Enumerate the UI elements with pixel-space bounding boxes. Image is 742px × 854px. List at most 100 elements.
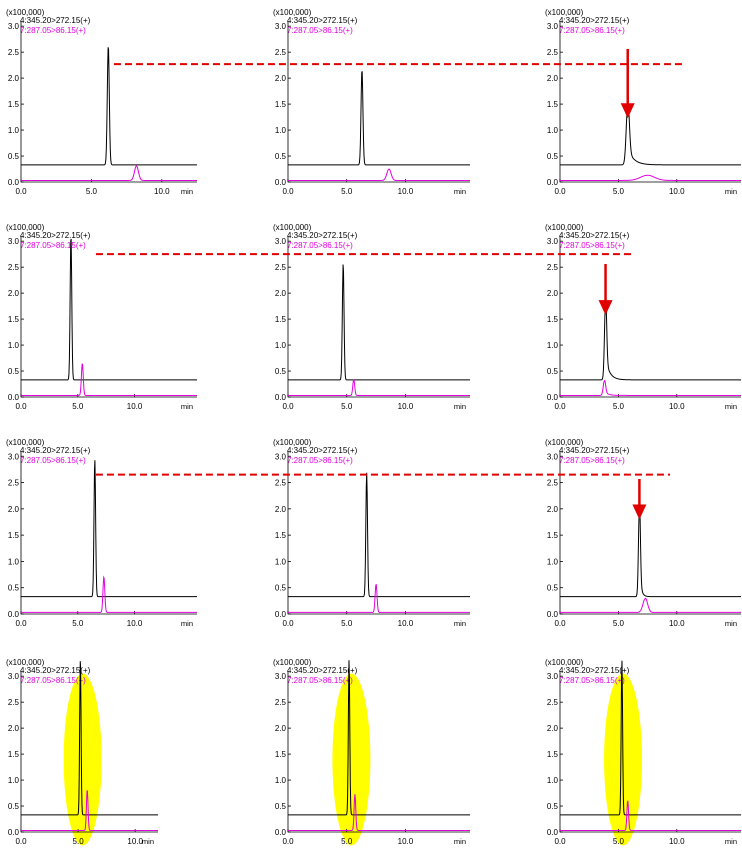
y-tick-label: 0.5	[547, 152, 559, 161]
y-tick-label: 1.0	[275, 341, 287, 350]
y-tick-label: 3.0	[547, 237, 559, 246]
legend-trace-1: 4:345.20>272.15(+)	[559, 16, 630, 25]
panel-r3c3: 0.0 0.5 1.0 1.5 2.0 2.5 3.0 0.0 5.0 10.0 min (x100,…	[545, 438, 741, 628]
y-tick-label: 3.0	[8, 22, 20, 31]
y-tick-label: 2.5	[547, 698, 559, 707]
panel-r4c2: 0.0 0.5 1.0 1.5 2.0 2.5 3.0 0.0 5.0 10.0 min (x100,…	[273, 658, 470, 846]
y-tick-label: 0.5	[275, 152, 287, 161]
x-tick-label: 10.0	[669, 837, 685, 846]
y-tick-label: 0.0	[547, 178, 559, 187]
y-tick-label: 0.5	[8, 584, 20, 593]
x-unit-label: min	[454, 837, 466, 846]
y-tick-label: 1.0	[547, 557, 559, 566]
y-scale-label: (x100,000)	[273, 223, 312, 232]
trace-line	[288, 379, 470, 396]
x-tick-label: 0.0	[282, 402, 294, 411]
legend-trace-1: 4:345.20>272.15(+)	[287, 16, 358, 25]
trace-line	[560, 597, 741, 613]
trace-line	[288, 168, 470, 181]
legend-trace-2: 7:287.05>86.15(+)	[559, 26, 625, 35]
x-tick-label: 0.0	[15, 402, 27, 411]
legend-trace-2: 7:287.05>86.15(+)	[20, 241, 86, 250]
y-tick-label: 2.0	[547, 505, 559, 514]
trace-line	[560, 299, 741, 381]
y-tick-label: 0.0	[8, 610, 20, 619]
legend-trace-2: 7:287.05>86.15(+)	[20, 26, 86, 35]
x-tick-label: 5.0	[72, 619, 84, 628]
x-tick-label: 10.0	[669, 187, 685, 196]
y-tick-label: 1.0	[8, 557, 20, 566]
x-tick-label: 5.0	[341, 402, 353, 411]
y-tick-label: 1.5	[8, 531, 20, 540]
x-unit-label: min	[725, 402, 737, 411]
y-tick-label: 2.5	[547, 479, 559, 488]
y-tick-label: 1.0	[275, 776, 287, 785]
trace-line	[21, 47, 197, 166]
x-tick-label: 5.0	[613, 402, 625, 411]
trace-line	[560, 102, 741, 166]
x-tick-label: 5.0	[341, 837, 353, 846]
y-tick-label: 3.0	[275, 237, 287, 246]
x-unit-label: min	[725, 837, 737, 846]
x-unit-label: min	[181, 402, 193, 411]
plot-axes	[287, 671, 470, 833]
y-tick-label: 2.0	[275, 724, 287, 733]
y-tick-label: 1.5	[547, 315, 559, 324]
y-tick-label: 3.0	[275, 452, 287, 461]
y-tick-label: 0.0	[275, 393, 287, 402]
highlight-ellipse	[332, 673, 371, 846]
arrow-head	[620, 103, 635, 119]
plot-axes	[287, 236, 470, 398]
legend-trace-2: 7:287.05>86.15(+)	[287, 241, 353, 250]
y-tick-label: 1.5	[547, 750, 559, 759]
panel-r2c3: 0.0 0.5 1.0 1.5 2.0 2.5 3.0 0.0 5.0 10.0 min (x100,…	[545, 223, 741, 411]
panel-r2c2: 0.0 0.5 1.0 1.5 2.0 2.5 3.0 0.0 5.0 10.0 min (x100,…	[273, 223, 470, 411]
y-scale-label: (x100,000)	[545, 438, 584, 447]
y-tick-label: 2.0	[275, 74, 287, 83]
legend-trace-1: 4:345.20>272.15(+)	[20, 666, 91, 675]
x-tick-label: 0.0	[554, 187, 566, 196]
y-tick-label: 0.5	[275, 584, 287, 593]
trace-line	[560, 503, 741, 598]
x-tick-label: 10.0	[127, 837, 143, 846]
plot-axes	[559, 236, 741, 398]
arrow-head	[632, 504, 647, 520]
y-tick-label: 2.0	[547, 74, 559, 83]
y-tick-label: 0.0	[275, 828, 287, 837]
y-tick-label: 2.0	[8, 74, 20, 83]
legend-trace-1: 4:345.20>272.15(+)	[559, 666, 630, 675]
panel-r1c2: 0.0 0.5 1.0 1.5 2.0 2.5 3.0 0.0 5.0 10.0 min (x100,…	[273, 8, 470, 196]
x-tick-label: 10.0	[398, 619, 414, 628]
y-tick-label: 1.5	[8, 100, 20, 109]
y-scale-label: (x100,000)	[6, 658, 45, 667]
legend-trace-2: 7:287.05>86.15(+)	[287, 456, 353, 465]
x-unit-label: min	[454, 187, 466, 196]
y-tick-label: 3.0	[275, 672, 287, 681]
y-tick-label: 0.5	[8, 152, 20, 161]
trace-line	[560, 660, 741, 816]
y-tick-label: 2.5	[8, 479, 20, 488]
legend-trace-1: 4:345.20>272.15(+)	[20, 231, 91, 240]
y-tick-label: 0.0	[547, 610, 559, 619]
panel-r1c1: 0.0 0.5 1.0 1.5 2.0 2.5 3.0 0.0 5.0 10.0 min (x100,…	[6, 8, 197, 196]
legend-trace-1: 4:345.20>272.15(+)	[20, 16, 91, 25]
y-tick-label: 1.5	[275, 531, 287, 540]
x-tick-label: 5.0	[341, 187, 353, 196]
legend-trace-2: 7:287.05>86.15(+)	[20, 676, 86, 685]
y-tick-label: 1.0	[8, 776, 20, 785]
y-tick-label: 1.5	[275, 100, 287, 109]
trace-line	[288, 264, 470, 381]
trace-line	[288, 660, 470, 816]
x-unit-label: min	[181, 619, 193, 628]
trace-line	[560, 379, 741, 396]
x-tick-label: 10.0	[669, 619, 685, 628]
trace-line	[560, 800, 741, 831]
x-tick-label: 0.0	[15, 619, 27, 628]
panel-r4c3: 0.0 0.5 1.0 1.5 2.0 2.5 3.0 0.0 5.0 10.0 min (x100,…	[545, 658, 741, 846]
x-tick-label: 0.0	[554, 402, 566, 411]
trace-line	[21, 790, 158, 831]
x-unit-label: min	[725, 619, 737, 628]
y-tick-label: 3.0	[8, 672, 20, 681]
y-scale-label: (x100,000)	[545, 223, 584, 232]
x-tick-label: 5.0	[341, 619, 353, 628]
